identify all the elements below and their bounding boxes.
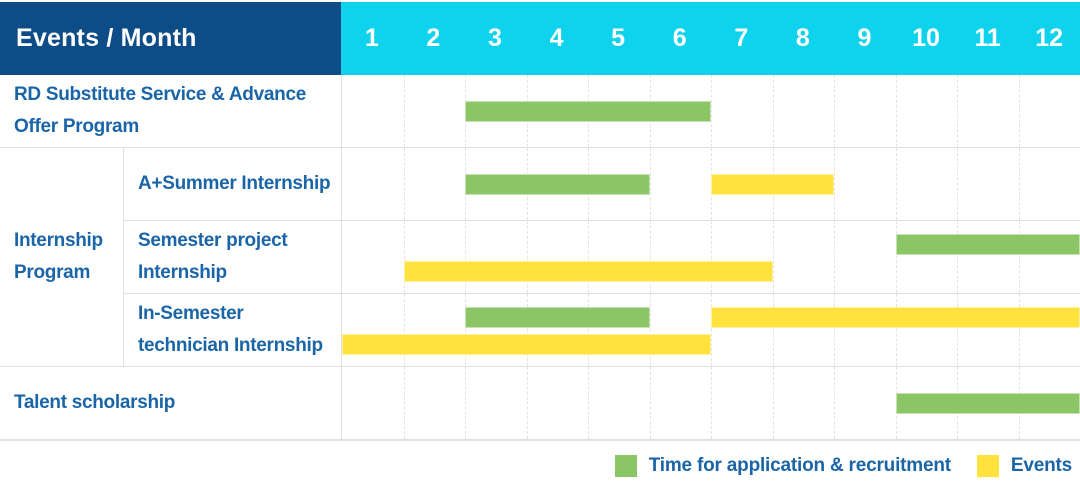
row-label-a-summer: A+Summer Internship <box>124 148 341 221</box>
legend-label: Time for application & recruitment <box>648 455 951 476</box>
month-gridline <box>957 75 958 147</box>
month-header-1: 1 <box>364 24 379 52</box>
month-gridline <box>403 367 405 439</box>
month-header-10: 10 <box>912 24 940 52</box>
chart-row-talent-scholarship <box>341 367 1080 440</box>
row-label-in-semester-technician: In-Semester technician Internship <box>124 294 341 367</box>
month-gridline <box>1018 75 1020 147</box>
application-bar <box>465 174 650 195</box>
application-bar <box>895 393 1080 414</box>
month-gridline <box>895 221 897 293</box>
month-header-9: 9 <box>857 24 872 52</box>
month-header: 1 2 3 4 5 6 7 8 9 10 11 12 <box>341 2 1080 75</box>
month-gridline <box>403 148 405 220</box>
legend-item-events: Events <box>976 455 1072 477</box>
month-gridline <box>711 75 712 147</box>
chart-row-in-semester-technician <box>341 294 1080 367</box>
month-gridline <box>465 221 466 293</box>
event-bar <box>342 334 711 355</box>
application-bar <box>895 234 1080 255</box>
month-header-8: 8 <box>795 24 810 52</box>
month-header-7: 7 <box>734 24 749 52</box>
application-swatch-icon <box>614 455 637 477</box>
month-header-5: 5 <box>611 24 626 52</box>
group-label-internship-program: Internship Program <box>0 148 124 367</box>
month-gridline <box>588 294 589 366</box>
month-gridline <box>834 294 835 366</box>
row-label-semester-project: Semester project Internship <box>124 221 341 294</box>
month-gridline <box>711 294 712 366</box>
month-header-4: 4 <box>549 24 564 52</box>
event-bar <box>403 261 773 282</box>
chart-row-semester-project <box>341 221 1080 294</box>
table-title: Events / Month <box>0 2 341 75</box>
month-gridline <box>772 294 774 366</box>
month-gridline <box>649 294 651 366</box>
month-gridline <box>834 221 835 293</box>
month-gridline <box>403 75 405 147</box>
month-gridline <box>649 367 651 439</box>
events-month-gantt-table: Events / Month 1 2 3 4 5 6 7 8 9 10 11 12 RD Substi… <box>0 2 1080 441</box>
month-gridline <box>465 367 466 439</box>
event-swatch-icon <box>976 455 999 477</box>
event-bar <box>711 174 834 195</box>
month-gridline <box>834 148 835 220</box>
month-header-3: 3 <box>487 24 502 52</box>
row-label-text: Semester project Internship <box>138 230 288 283</box>
chart-row-rd-substitute <box>341 75 1080 148</box>
month-gridline <box>772 75 774 147</box>
month-gridline <box>465 294 466 366</box>
application-bar <box>465 101 711 122</box>
month-gridline <box>526 221 528 293</box>
month-gridline <box>649 148 651 220</box>
month-gridline <box>957 221 958 293</box>
legend: Time for application & recruitment Event… <box>614 455 1072 477</box>
month-gridline <box>772 367 774 439</box>
month-gridline <box>895 148 897 220</box>
month-gridline <box>772 221 774 293</box>
legend-label: Events <box>1010 455 1072 476</box>
month-gridline <box>957 148 958 220</box>
month-gridline <box>834 367 835 439</box>
month-gridline <box>1018 221 1020 293</box>
row-label-text: In-Semester technician Internship <box>138 303 323 356</box>
event-bar <box>711 307 1080 328</box>
month-header-11: 11 <box>974 24 1001 52</box>
row-label-text: RD Substitute Service & Advance Offer Pr… <box>14 84 306 137</box>
month-gridline <box>711 367 712 439</box>
month-gridline <box>649 221 651 293</box>
application-bar <box>465 307 650 328</box>
month-gridline <box>588 221 589 293</box>
month-gridline <box>711 221 712 293</box>
legend-item-application: Time for application & recruitment <box>614 455 951 477</box>
month-gridline <box>403 221 405 293</box>
month-gridline <box>526 367 528 439</box>
month-gridline <box>895 75 897 147</box>
table-title-text: Events / Month <box>16 24 197 52</box>
month-gridline <box>1018 294 1020 366</box>
month-gridline <box>895 294 897 366</box>
month-gridline <box>588 367 589 439</box>
row-label-text: A+Summer Internship <box>138 173 331 194</box>
row-label-text: Talent scholarship <box>14 392 176 413</box>
month-gridline <box>957 294 958 366</box>
month-gridline <box>526 294 528 366</box>
month-header-6: 6 <box>672 24 687 52</box>
chart-row-a-summer <box>341 148 1080 221</box>
month-gridline <box>834 75 835 147</box>
group-label-text: Internship Program <box>14 230 103 283</box>
row-label-talent-scholarship: Talent scholarship <box>0 367 341 440</box>
month-gridline <box>403 294 405 366</box>
month-header-12: 12 <box>1035 24 1064 52</box>
row-label-rd-substitute: RD Substitute Service & Advance Offer Pr… <box>0 75 341 148</box>
month-gridline <box>1018 148 1020 220</box>
month-header-2: 2 <box>426 24 441 52</box>
